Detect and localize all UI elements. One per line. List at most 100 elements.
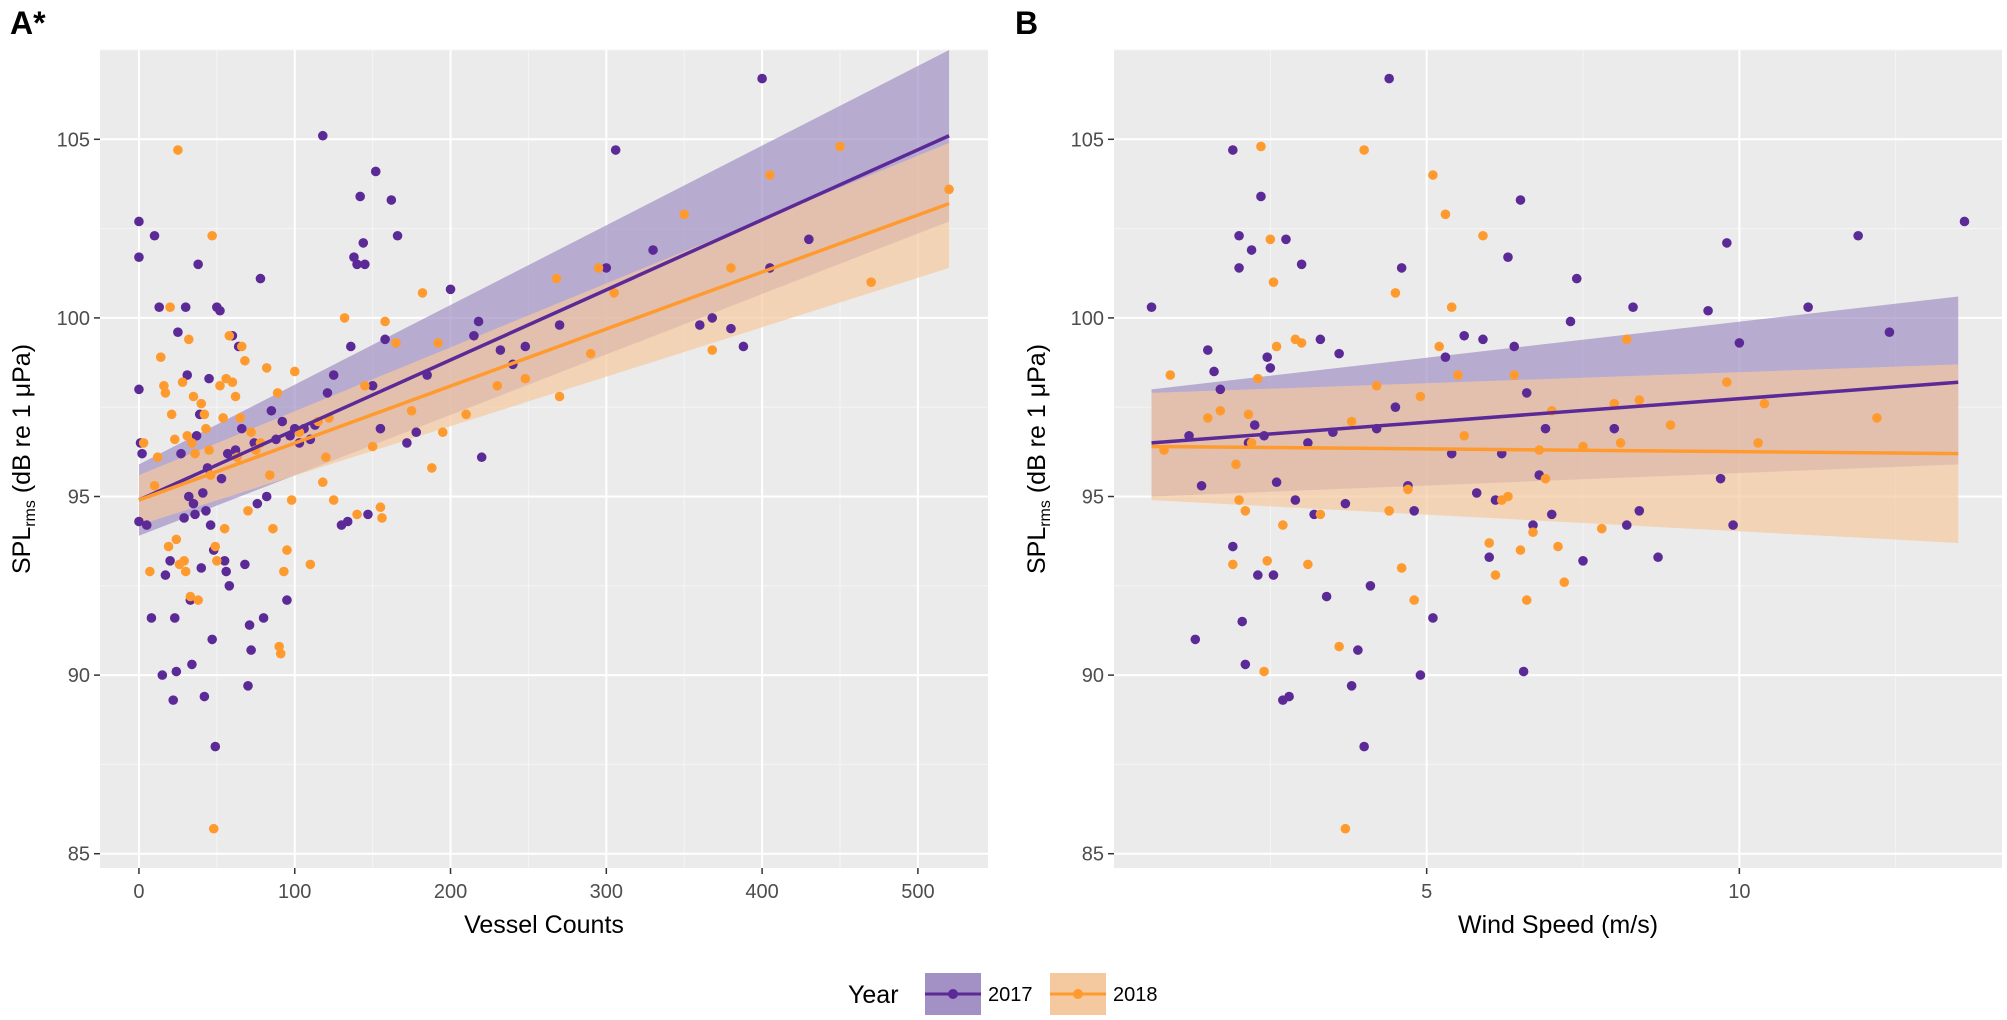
point-2017 <box>1290 495 1301 505</box>
point-2018 <box>377 513 387 523</box>
point-2017 <box>1234 263 1244 273</box>
point-2017 <box>473 316 484 327</box>
point-2018 <box>218 413 228 423</box>
point-2018 <box>182 430 193 441</box>
point-2017 <box>191 430 202 441</box>
point-2018 <box>201 423 211 434</box>
point-2018 <box>272 388 283 398</box>
point-2017 <box>1803 302 1813 312</box>
point-2018 <box>1434 341 1444 352</box>
point-2017 <box>1196 480 1207 491</box>
point-2017 <box>375 423 386 434</box>
point-2017 <box>1446 448 1457 459</box>
point-2018 <box>1246 438 1257 448</box>
point-2017 <box>154 302 164 312</box>
point-2018 <box>1278 520 1288 530</box>
y-axis-title-subscript: rms <box>22 500 39 527</box>
point-2018 <box>230 391 241 402</box>
point-2017 <box>1340 498 1351 509</box>
point-2018 <box>1296 338 1307 348</box>
point-2017 <box>1256 191 1266 202</box>
point-2017 <box>160 570 171 580</box>
point-2018 <box>173 145 183 155</box>
point-2017 <box>222 448 233 459</box>
point-2018 <box>1753 438 1763 448</box>
point-2018 <box>1403 484 1413 495</box>
point-2017 <box>1146 302 1157 312</box>
point-2018 <box>207 230 217 241</box>
point-2017 <box>1190 634 1201 645</box>
point-2018 <box>171 534 182 545</box>
fit-lines <box>138 134 950 502</box>
point-2017 <box>1284 691 1294 702</box>
point-2017 <box>193 259 203 270</box>
point-2017 <box>134 216 144 227</box>
point-2017 <box>187 659 197 670</box>
point-2017 <box>1409 505 1419 516</box>
point-2017 <box>1281 234 1291 245</box>
point-2018 <box>417 288 428 298</box>
point-2017 <box>1334 348 1344 359</box>
point-2018 <box>1346 416 1357 427</box>
point-2017 <box>176 448 186 459</box>
point-2017 <box>1571 273 1582 284</box>
point-2017 <box>1203 345 1213 355</box>
legend-label-2018: 2018 <box>1113 984 1158 1006</box>
point-2017 <box>184 491 194 502</box>
point-2018 <box>1231 459 1241 470</box>
point-2017 <box>346 341 356 352</box>
point-2018 <box>1559 577 1570 588</box>
point-2017 <box>1959 216 1970 227</box>
point-2017 <box>1546 509 1557 520</box>
fit-line-2017 <box>138 134 950 502</box>
point-2017 <box>205 520 216 530</box>
point-2017 <box>1515 195 1526 205</box>
y-tick-label: 90 <box>68 665 90 687</box>
point-2017 <box>554 320 565 330</box>
point-2018 <box>1265 234 1276 245</box>
point-2017 <box>1509 341 1520 352</box>
legend-entry-2017: 2017 <box>925 973 1033 1015</box>
point-2018 <box>1165 370 1176 380</box>
point-2018 <box>1440 209 1451 220</box>
point-2017 <box>171 666 182 677</box>
point-2017 <box>199 691 210 702</box>
point-2017 <box>1234 230 1244 241</box>
point-2017 <box>738 341 749 352</box>
point-2018 <box>163 541 174 552</box>
point-2017 <box>243 681 253 691</box>
point-2018 <box>1540 473 1551 484</box>
x-tick-label: 100 <box>278 881 311 903</box>
point-2017 <box>601 263 612 273</box>
point-2018 <box>240 355 250 366</box>
point-2017 <box>1215 384 1226 395</box>
x-tick-label: 300 <box>590 881 623 903</box>
point-2018 <box>1596 523 1607 534</box>
point-2018 <box>520 373 531 384</box>
x-tick-label: 0 <box>133 881 144 903</box>
point-2017 <box>1528 520 1538 530</box>
point-2017 <box>1253 570 1263 580</box>
panel-a-vessel-counts: A* 0 100 200 300 400 500 85 90 95 100 105 Vessel C… <box>8 5 988 939</box>
point-2018 <box>367 441 378 452</box>
point-2018 <box>1390 288 1401 298</box>
point-2017 <box>201 505 211 516</box>
point-2017 <box>1396 263 1407 273</box>
y-tick-label: 100 <box>1071 308 1104 330</box>
point-2017 <box>317 130 328 141</box>
point-2017 <box>258 613 269 623</box>
y-axis-title: SPLrms (dB re 1 μPa) <box>8 344 39 574</box>
point-2017 <box>1296 259 1307 270</box>
point-2017 <box>694 320 705 330</box>
point-2017 <box>246 645 256 655</box>
point-2017 <box>137 448 147 459</box>
point-2018 <box>1515 545 1526 555</box>
point-2017 <box>134 384 144 395</box>
point-2018 <box>235 413 246 423</box>
point-2018 <box>835 141 845 152</box>
point-2018 <box>339 313 350 323</box>
point-2018 <box>1459 430 1469 441</box>
confidence-bands <box>138 50 950 536</box>
point-2017 <box>207 634 217 645</box>
point-2017 <box>1240 659 1251 670</box>
